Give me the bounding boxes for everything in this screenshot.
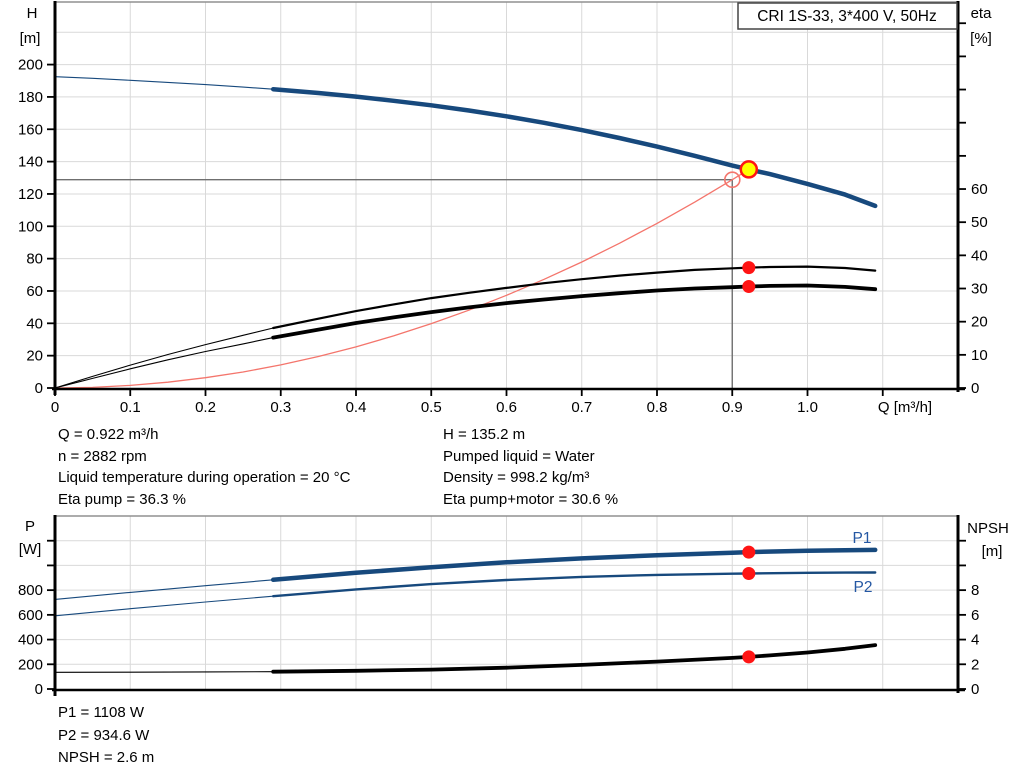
p1-curve-label: P1: [853, 530, 872, 547]
curve-npsh-curve: [54, 671, 274, 673]
annotation-p2: P2 = 934.6 W: [58, 726, 150, 744]
annotation-liquid-temperature: Liquid temperature during operation = 20…: [58, 469, 351, 486]
annotation-speed: n = 2882 rpm: [58, 447, 147, 465]
tick-label: 0: [35, 681, 43, 698]
curve-npsh-curve: [271, 643, 878, 674]
tick-label: 20: [26, 348, 43, 365]
tick-label: 0: [51, 399, 59, 416]
qh-chart-series: [54, 76, 878, 389]
annotation-pumped-liquid: Pumped liquid = Water: [443, 447, 595, 465]
tick-label: 0.2: [195, 399, 216, 416]
eta-axis-unit: [%]: [970, 30, 992, 47]
tick-label: 200: [18, 57, 43, 74]
power-data-block: P1 = 1108 W P2 = 934.6 W NPSH = 2.6 m: [58, 702, 154, 770]
tick-label: 10: [971, 347, 988, 364]
qh-chart-markers: [723, 160, 759, 293]
p-axis-unit: [W]: [19, 541, 42, 558]
eta-pump-motor-duty-marker[interactable]: [742, 280, 756, 293]
qh-chart-grid: [55, 1, 958, 388]
tick-label: 0.6: [496, 399, 517, 416]
tick-label: 20: [971, 314, 988, 331]
curve-eta-pump-motor: [54, 337, 274, 389]
curve-p1-power: [54, 579, 274, 600]
annotation-density: Density = 998.2 kg/m³: [443, 469, 590, 486]
curve-p2-power: [54, 595, 274, 617]
tick-label: 40: [26, 315, 43, 332]
tick-label: 0: [35, 380, 43, 397]
curve-affinity-parabola: [54, 168, 750, 389]
qh-chart-axes: 0 20 40 60 80 100 120 140 160 180 200 0 10 20 30 40 50 60…: [18, 1, 988, 416]
tick-label: 4: [971, 632, 979, 649]
q-axis-title: Q [m³/h]: [878, 399, 932, 416]
p2-duty-marker[interactable]: [742, 567, 756, 580]
curve-qh-head-curve: [54, 76, 274, 90]
curve-eta-pump: [54, 327, 274, 389]
annotation-eta-pump: Eta pump = 36.3 %: [58, 490, 186, 508]
h-axis-unit: [m]: [20, 30, 41, 47]
h-axis-title: H: [27, 5, 38, 22]
power-npsh-chart-grid: [55, 515, 958, 689]
tick-label: 0.8: [647, 399, 668, 416]
annotation-p1: P1 = 1108 W: [58, 704, 145, 721]
tick-label: 0.5: [421, 399, 442, 416]
tick-label: 0.3: [270, 399, 291, 416]
tick-label: 200: [18, 656, 43, 673]
tick-label: 800: [18, 582, 43, 599]
tick-label: 0.4: [346, 399, 367, 416]
tick-label: 30: [971, 281, 988, 298]
tick-label: 50: [971, 214, 988, 231]
power-npsh-chart-series: [54, 547, 878, 674]
tick-label: 6: [971, 607, 979, 624]
pump-model-badge: [737, 2, 958, 30]
power-npsh-chart-markers: [742, 545, 756, 664]
eta-pump-duty-marker[interactable]: [742, 261, 756, 275]
curve-p1-power: [270, 547, 878, 583]
annotation-head: H = 135.2 m: [443, 426, 526, 443]
tick-label: 600: [18, 607, 43, 624]
eta-axis-title: eta: [971, 5, 993, 22]
tick-label: 140: [18, 154, 43, 171]
duty-data-left-column: Q = 0.922 m³/h n = 2882 rpm Liquid tempe…: [58, 424, 350, 510]
tick-label: 0.7: [571, 399, 592, 416]
p1-duty-marker[interactable]: [742, 545, 756, 559]
tick-label: 80: [26, 251, 43, 268]
tick-label: 0.1: [120, 399, 141, 416]
tick-label: 1.0: [797, 399, 818, 416]
tick-label: 0: [971, 681, 979, 698]
p-axis-title: P: [25, 518, 35, 535]
curve-qh-head-curve: [270, 86, 878, 209]
tick-label: 100: [18, 218, 43, 235]
tick-label: 180: [18, 89, 43, 106]
npsh-duty-marker[interactable]: [742, 650, 756, 664]
tick-label: 120: [18, 186, 43, 203]
npsh-axis-title: NPSH: [967, 520, 1009, 537]
tick-label: 400: [18, 632, 43, 649]
tick-label: 40: [971, 247, 988, 264]
curve-p2-power: [272, 571, 877, 598]
curve-eta-pump-motor: [271, 283, 878, 340]
tick-label: 60: [26, 283, 43, 300]
power-npsh-chart: 0 200 400 600 800 0 2 4 6 8: [18, 515, 979, 698]
duty-data-right-column: H = 135.2 m Pumped liquid = Water Densit…: [443, 424, 618, 510]
curve-eta-pump: [272, 265, 877, 330]
tick-label: 8: [971, 582, 979, 599]
tick-label: 0: [971, 380, 979, 397]
annotation-eta-pump-motor: Eta pump+motor = 30.6 %: [443, 490, 619, 508]
p2-curve-label: P2: [854, 579, 873, 596]
tick-label: 0.9: [722, 399, 743, 416]
duty-point-marker[interactable]: [739, 160, 759, 179]
npsh-axis-unit: [m]: [982, 543, 1003, 560]
qh-eta-chart: 0 20 40 60 80 100 120 140 160 180 200 0 10 20 30 40 50 60…: [18, 1, 988, 416]
requested-duty-point-marker[interactable]: [723, 171, 741, 188]
annotation-npsh: NPSH = 2.6 m: [58, 749, 155, 767]
tick-label: 60: [971, 181, 988, 198]
pump-model-label: CRI 1S-33, 3*400 V, 50Hz: [757, 8, 937, 25]
tick-label: 160: [18, 121, 43, 138]
annotation-flow: Q = 0.922 m³/h: [58, 426, 159, 443]
power-npsh-chart-axes: 0 200 400 600 800 0 2 4 6 8: [18, 515, 979, 698]
tick-label: 2: [971, 656, 979, 673]
duty-reference-lines: [55, 179, 733, 388]
